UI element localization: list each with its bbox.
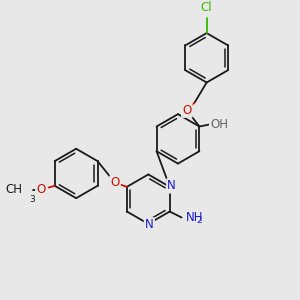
Text: O: O [36,183,46,196]
Text: 3: 3 [29,195,35,204]
Text: N: N [145,218,154,231]
Text: Cl: Cl [201,1,212,14]
Text: OH: OH [210,118,228,131]
Text: O: O [182,104,191,117]
Text: O: O [110,176,120,189]
Text: NH: NH [185,211,203,224]
Text: CH: CH [5,183,22,196]
Text: 2: 2 [196,216,202,225]
Text: N: N [167,179,176,192]
